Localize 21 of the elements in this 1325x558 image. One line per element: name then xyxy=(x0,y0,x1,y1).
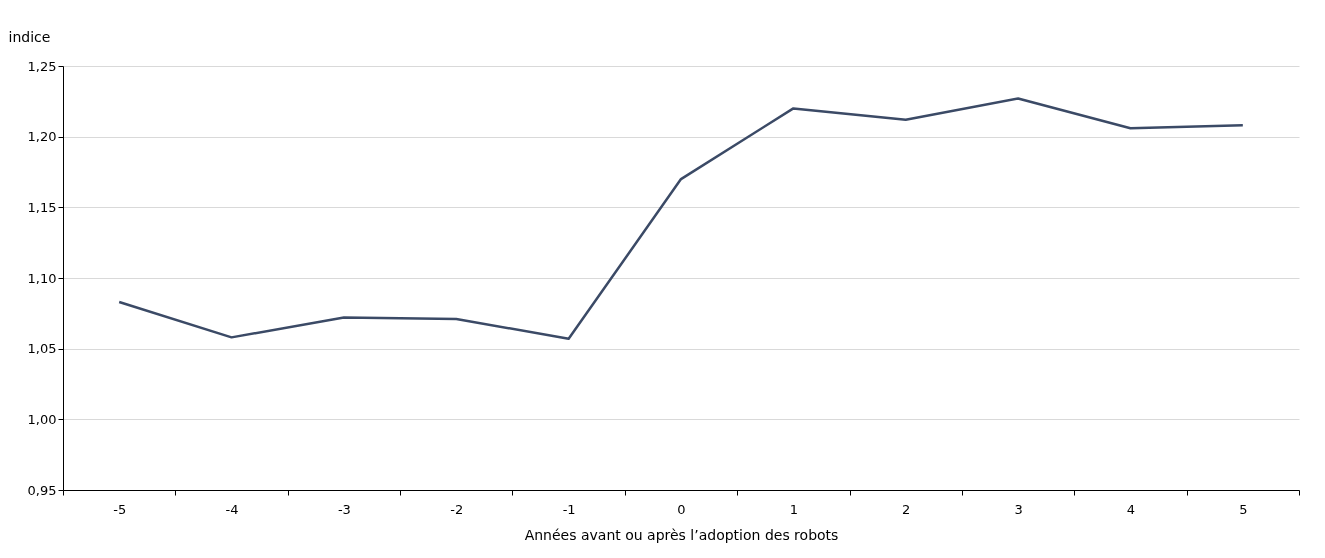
y-tick-label: 1,25 xyxy=(27,58,57,74)
y-tick-label: 1,00 xyxy=(27,411,57,427)
x-tick-label: -2 xyxy=(450,501,464,517)
x-tick-label: 4 xyxy=(1126,501,1136,517)
x-axis-title: Années avant ou après l’adoption des robots xyxy=(524,526,839,543)
x-tick-label: 5 xyxy=(1239,501,1248,517)
y-tick-label: 1,05 xyxy=(27,341,57,357)
x-tick-label: -3 xyxy=(337,501,351,517)
y-axis-title: indice xyxy=(8,28,51,45)
x-tick-label: -1 xyxy=(562,501,576,517)
y-tick-label: 1,20 xyxy=(27,129,57,145)
x-tick-label: 0 xyxy=(677,501,686,517)
line-series xyxy=(117,97,1245,341)
y-tick-label: 0,95 xyxy=(27,482,57,498)
y-tick-label: 1,10 xyxy=(27,270,57,286)
y-tick-label: 1,15 xyxy=(27,199,57,215)
x-tick-label: -4 xyxy=(225,501,239,517)
x-tick-label: 2 xyxy=(902,501,911,517)
x-tick-label: 3 xyxy=(1014,501,1023,517)
x-tick-label: 1 xyxy=(789,501,798,517)
x-tick-label: -5 xyxy=(113,501,127,517)
